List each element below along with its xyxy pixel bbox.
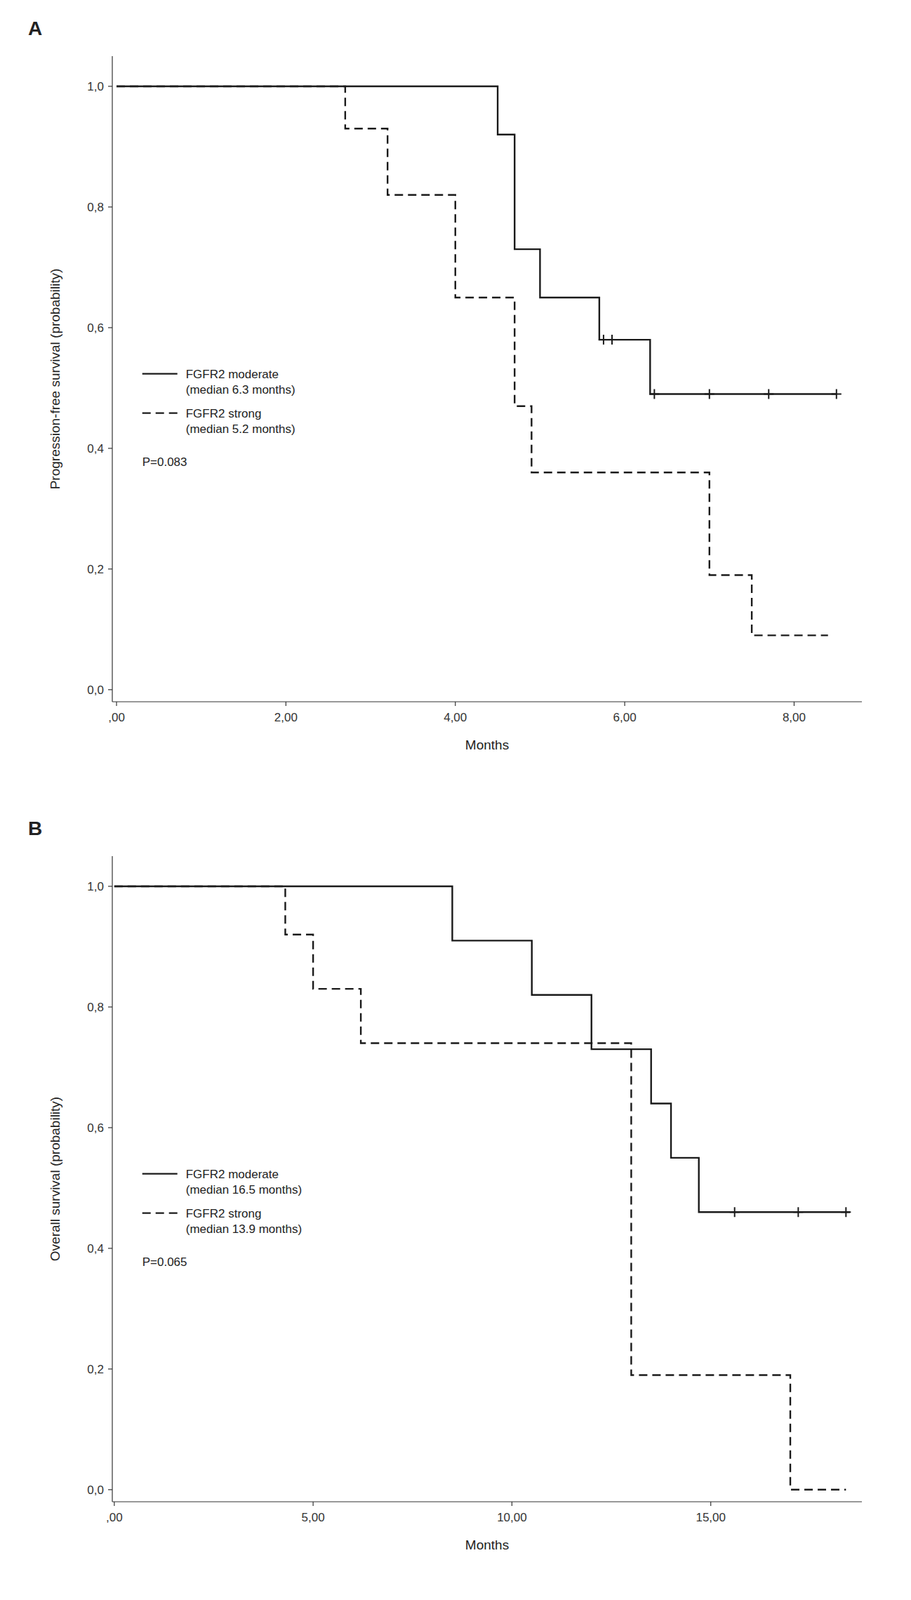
legend-entry: FGFR2 moderate(median 16.5 months)	[185, 1167, 302, 1197]
y-tick	[108, 206, 113, 208]
censor-mark	[607, 334, 617, 345]
legend-entry: FGFR2 moderate(median 6.3 months)	[185, 367, 296, 397]
x-axis-line	[112, 701, 862, 702]
legend: FGFR2 moderate(median 16.5 months) FGFR2 …	[142, 1167, 302, 1269]
x-tick	[511, 1501, 513, 1507]
legend-swatch	[142, 372, 178, 375]
x-tick	[454, 701, 456, 707]
panel-label: A	[28, 17, 43, 40]
x-axis-label: Months	[465, 737, 509, 753]
panel-label: B	[28, 817, 43, 840]
y-tick	[108, 1006, 113, 1008]
survival-curve	[114, 886, 850, 1213]
x-tick-label: 10,00	[496, 1511, 528, 1525]
censor-mark	[704, 388, 715, 399]
panel: A ,00 2,00 4,00 6,00 8,00 0,0 0,2 0,4 0,6 0,8 1,0 Mo…	[28, 17, 862, 753]
x-tick-label: 8,00	[782, 710, 806, 725]
x-tick	[624, 701, 626, 707]
censor-mark	[763, 388, 774, 399]
x-tick	[115, 701, 117, 707]
y-axis-label: Overall survival (probability)	[47, 1096, 63, 1262]
legend-swatch	[142, 411, 178, 414]
y-tick-label: 0,8	[87, 200, 104, 215]
censor-mark	[840, 1207, 851, 1218]
y-tick	[108, 885, 113, 887]
y-tick-label: 0,6	[87, 321, 104, 335]
y-tick	[108, 1368, 113, 1370]
x-tick-label: 6,00	[613, 710, 637, 725]
x-axis-label: Months	[465, 1537, 509, 1553]
survival-curve	[116, 86, 829, 636]
y-tick-label: 0,2	[87, 1362, 104, 1377]
legend-swatch	[142, 1212, 178, 1214]
y-tick	[108, 568, 113, 570]
y-tick	[108, 85, 113, 87]
plot-area	[116, 86, 842, 636]
y-tick-label: 0,0	[87, 1483, 104, 1498]
x-tick	[710, 1501, 711, 1507]
x-tick-label: 4,00	[443, 710, 467, 725]
p-value: P=0.065	[142, 1255, 188, 1269]
legend-entry: FGFR2 strong(median 13.9 months)	[185, 1207, 302, 1236]
p-value: P=0.083	[142, 455, 188, 469]
y-tick	[108, 447, 113, 449]
survival-curve	[114, 886, 847, 1491]
y-axis-line	[111, 56, 113, 702]
y-tick-label: 0,4	[87, 1242, 104, 1256]
x-tick-label: ,00	[105, 1511, 123, 1525]
y-axis-label: Progression-free survival (probability)	[47, 268, 63, 490]
x-tick-label: ,00	[108, 710, 125, 725]
x-tick-label: 15,00	[695, 1511, 726, 1525]
x-tick	[285, 701, 287, 707]
y-tick	[108, 327, 113, 328]
legend-swatch	[142, 1172, 178, 1175]
y-tick	[108, 689, 113, 690]
censor-mark	[598, 334, 609, 345]
y-tick-label: 1,0	[87, 880, 104, 894]
censor-mark	[729, 1207, 740, 1218]
legend-entry: FGFR2 strong(median 5.2 months)	[185, 407, 296, 436]
y-axis-line	[111, 856, 113, 1502]
y-tick-label: 0,6	[87, 1121, 104, 1135]
y-tick-label: 1,0	[87, 80, 104, 94]
x-tick	[793, 701, 795, 707]
x-tick	[313, 1501, 314, 1507]
y-tick-label: 0,0	[87, 683, 104, 697]
x-tick	[113, 1501, 115, 1507]
censor-mark	[793, 1207, 803, 1218]
y-tick	[108, 1247, 113, 1249]
x-tick-label: 5,00	[301, 1511, 325, 1525]
censor-mark	[649, 388, 660, 399]
chart-figure: A ,00 2,00 4,00 6,00 8,00 0,0 0,2 0,4 0,6 0,8 1,0 Mo…	[0, 0, 911, 1600]
panel: B ,00 5,00 10,00 15,00 0,0 0,2 0,4 0,6 0,8 1,0 Mont…	[28, 817, 862, 1553]
plot-area	[114, 886, 852, 1491]
y-tick	[108, 1127, 113, 1128]
x-axis-line	[112, 1501, 862, 1502]
legend: FGFR2 moderate(median 6.3 months) FGFR2 s…	[142, 367, 296, 469]
survival-curve	[116, 86, 837, 395]
x-tick-label: 2,00	[274, 710, 298, 725]
y-tick-label: 0,8	[87, 1000, 104, 1015]
y-tick	[108, 1489, 113, 1491]
censor-mark	[831, 388, 842, 399]
y-tick-label: 0,4	[87, 442, 104, 456]
y-tick-label: 0,2	[87, 562, 104, 577]
